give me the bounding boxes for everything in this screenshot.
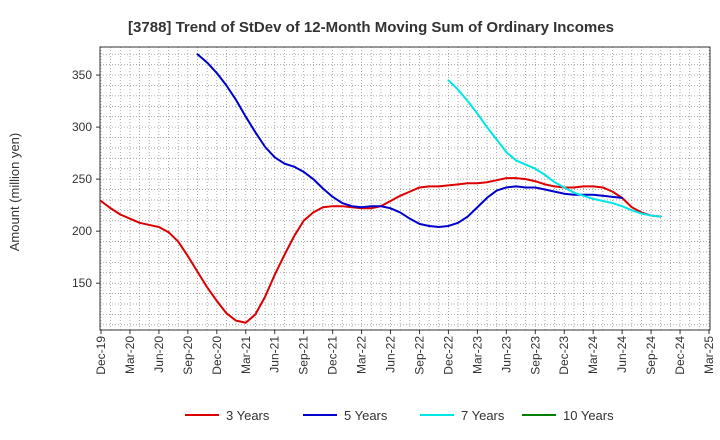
x-tick-label: Jun-23 (499, 336, 513, 373)
x-tick-label: Mar-20 (123, 336, 137, 374)
y-tick-label: 150 (72, 276, 92, 290)
x-tick-label: Dec-20 (210, 336, 224, 375)
x-tick-label: Sep-24 (644, 336, 658, 375)
x-tick-label: Mar-23 (470, 336, 484, 374)
x-tick-label: Dec-24 (673, 336, 687, 375)
legend-label: 3 Years (226, 408, 270, 423)
x-tick-label: Mar-24 (586, 336, 600, 374)
y-tick-label: 300 (72, 120, 92, 134)
y-axis-label: Amount (million yen) (7, 133, 22, 252)
legend-label: 10 Years (563, 408, 614, 423)
series-layer (100, 53, 662, 324)
series-line-7-years (447, 79, 662, 218)
x-tick-label: Jun-21 (268, 336, 282, 373)
x-tick-label: Mar-22 (355, 336, 369, 374)
y-tick-label: 200 (72, 224, 92, 238)
x-tick-label: Sep-21 (297, 336, 311, 375)
legend-label: 7 Years (461, 408, 505, 423)
x-tick-label: Sep-23 (528, 336, 542, 375)
x-tick-label: Dec-19 (94, 336, 108, 375)
x-tick-label: Sep-20 (181, 336, 195, 375)
x-axis-ticks: Dec-19 Mar-20 Jun-20 Sep-20 Dec-20 Mar-21 Jun-… (94, 330, 716, 375)
y-tick-label: 250 (72, 172, 92, 186)
chart-title: [3788] Trend of StDev of 12-Month Moving… (128, 19, 614, 36)
x-tick-label: Dec-23 (557, 336, 571, 375)
grid-lines (100, 47, 710, 330)
x-tick-label: Dec-22 (441, 336, 455, 375)
x-tick-label: Mar-25 (702, 336, 716, 374)
x-tick-label: Jun-22 (384, 336, 398, 373)
x-tick-label: Jun-20 (152, 336, 166, 373)
y-tick-label: 350 (72, 68, 92, 82)
x-tick-label: Sep-22 (412, 336, 426, 375)
plot-area (99, 46, 711, 331)
x-tick-label: Dec-21 (326, 336, 340, 375)
legend-label: 5 Years (344, 408, 388, 423)
x-tick-label: Jun-24 (615, 336, 629, 373)
series-line-5-years (196, 53, 624, 228)
y-axis-ticks: 150 200 250 300 350 (72, 68, 100, 290)
x-tick-label: Mar-21 (239, 336, 253, 374)
legend: 3 Years 5 Years 7 Years 10 Years (185, 408, 614, 423)
